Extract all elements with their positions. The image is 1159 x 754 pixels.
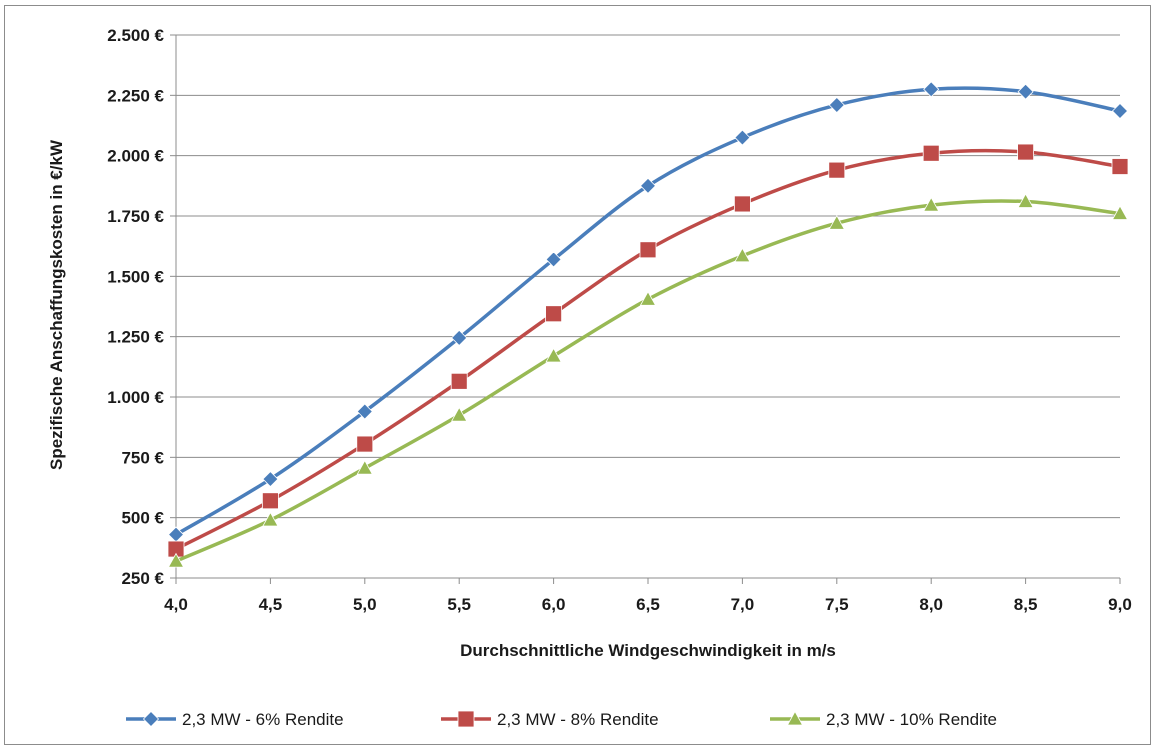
y-tick-label: 2.500 € (107, 26, 164, 45)
data-point (1111, 205, 1129, 220)
y-tick-label: 2.250 € (107, 86, 164, 105)
chart-frame (4, 5, 1151, 745)
axes (170, 34, 1121, 584)
series-1 (167, 81, 1129, 543)
data-point (923, 81, 940, 98)
legend-label: 2,3 MW - 8% Rendite (497, 710, 659, 729)
data-point (734, 195, 751, 213)
data-point (261, 492, 279, 510)
series-line (175, 148, 1121, 551)
data-point (639, 241, 657, 259)
x-tick-label: 7,5 (825, 595, 849, 614)
series-line (175, 86, 1121, 537)
legend-item-3: 2,3 MW - 10% Rendite (770, 710, 997, 729)
data-point (1017, 193, 1034, 208)
legend-item-2: 2,3 MW - 8% Rendite (441, 710, 659, 729)
y-tick-label: 1.750 € (107, 207, 164, 226)
data-point (1017, 143, 1034, 161)
legend-label: 2,3 MW - 10% Rendite (826, 710, 997, 729)
y-tick-label: 1.250 € (107, 328, 164, 347)
data-point (545, 347, 562, 363)
x-tick-label: 4,0 (164, 595, 188, 614)
x-tick-label: 8,5 (1014, 595, 1038, 614)
x-tick-label: 5,0 (353, 595, 377, 614)
data-point (639, 177, 657, 194)
data-point (451, 406, 468, 422)
x-tick-label: 4,5 (259, 595, 283, 614)
series-2 (167, 143, 1129, 558)
series-group (167, 81, 1129, 568)
x-tick-labels: 4,0 4,5 5,0 5,5 6,0 6,5 7,0 7,5 8,0 8,5 9,0 (164, 595, 1132, 614)
series-line (175, 199, 1121, 563)
x-tick-label: 9,0 (1108, 595, 1132, 614)
data-point (828, 214, 845, 230)
data-point (734, 129, 751, 146)
x-tick-label: 7,0 (731, 595, 755, 614)
y-tick-label: 2.000 € (107, 147, 164, 166)
data-point (923, 196, 940, 212)
legend-label: 2,3 MW - 6% Rendite (182, 710, 344, 729)
data-point (356, 403, 373, 420)
x-axis-title: Durchschnittliche Windgeschwindigkeit in… (460, 641, 836, 660)
legend: 2,3 MW - 6% Rendite 2,3 MW - 8% Rendite 2,… (126, 710, 997, 729)
data-point (262, 470, 279, 488)
y-tick-label: 1.500 € (107, 267, 164, 286)
data-point (356, 435, 374, 453)
legend-item-1: 2,3 MW - 6% Rendite (126, 710, 344, 729)
data-point (262, 511, 279, 527)
data-point (734, 247, 751, 263)
data-point (922, 144, 940, 162)
y-axis-title: Spezifische Anschaffungskosten in €/kW (47, 139, 66, 470)
data-point (167, 552, 185, 568)
data-point (451, 329, 468, 346)
y-tick-label: 250 € (121, 569, 164, 588)
data-point (1017, 83, 1034, 100)
data-point (167, 526, 185, 543)
data-point (639, 290, 657, 306)
x-tick-label: 6,0 (542, 595, 566, 614)
y-tick-label: 500 € (121, 509, 164, 528)
x-tick-label: 6,5 (636, 595, 660, 614)
legend-marker (142, 710, 160, 728)
data-point (828, 96, 845, 114)
data-point (545, 251, 562, 268)
y-tick-labels: 250 € 500 € 750 € 1.000 € 1.250 € 1.500 € 1.75… (107, 26, 164, 588)
data-point (450, 372, 468, 390)
legend-marker (457, 710, 475, 728)
data-point (356, 459, 373, 475)
x-tick-label: 5,5 (447, 595, 471, 614)
data-point (545, 305, 562, 323)
y-tick-label: 1.000 € (107, 388, 164, 407)
y-tick-label: 750 € (121, 448, 164, 467)
legend-marker (786, 710, 804, 726)
data-point (1111, 102, 1129, 120)
gridlines (176, 34, 1120, 519)
x-tick-label: 8,0 (919, 595, 943, 614)
data-point (828, 161, 846, 179)
data-point (1111, 158, 1129, 175)
series-3 (167, 193, 1129, 568)
